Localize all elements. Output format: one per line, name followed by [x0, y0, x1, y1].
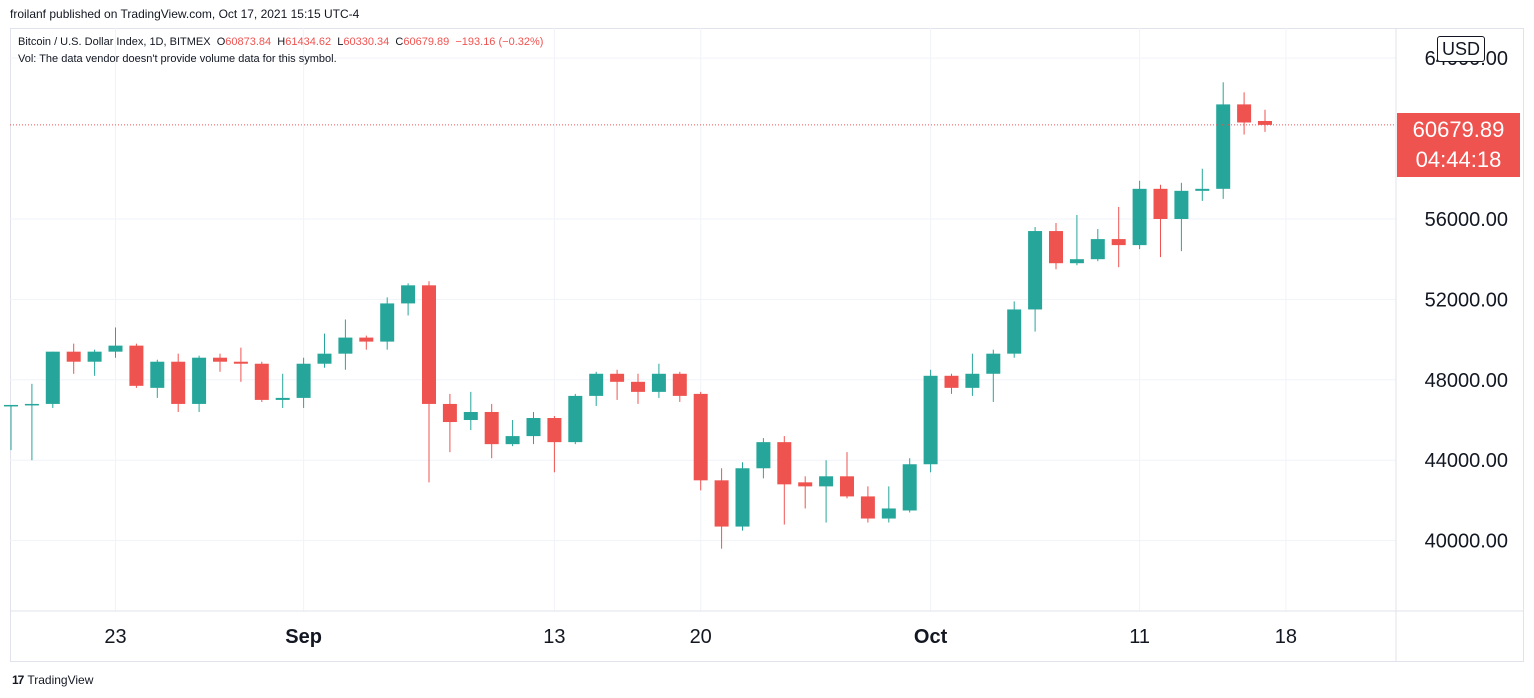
legend-symbol: Bitcoin / U.S. Dollar Index, 1D, BITMEX [18, 36, 211, 48]
candle-body [359, 337, 374, 342]
candle-body [651, 373, 666, 392]
candle-body [881, 508, 896, 519]
candle-body [777, 442, 792, 485]
candle-body [233, 361, 248, 364]
candle-body [568, 395, 583, 443]
candle-body [860, 496, 875, 519]
published-header: froilanf published on TradingView.com, O… [10, 7, 360, 21]
candle-body [1049, 231, 1063, 264]
candle-body [4, 404, 18, 407]
legend-close: 60679.89 [403, 36, 450, 48]
candle-body [380, 303, 395, 342]
candle-body [693, 393, 708, 481]
legend-high: 61434.62 [285, 36, 332, 48]
candle-body [317, 353, 332, 364]
candle-body [1258, 120, 1272, 125]
candle-body [589, 373, 604, 396]
y-tick-label: 48000.00 [1425, 370, 1508, 392]
legend-open-label: O [216, 36, 226, 48]
legend-low-label: L [337, 36, 344, 48]
candle-body [66, 351, 81, 362]
legend-close-label: C [395, 36, 404, 48]
candle-body [296, 363, 311, 398]
candle-body [108, 345, 123, 352]
y-tick-label: 56000.00 [1425, 209, 1508, 231]
candle-body [902, 464, 917, 511]
bar-countdown: 04:44:18 [1415, 147, 1502, 172]
x-tick-label: 23 [104, 626, 126, 648]
candle-body [819, 476, 834, 487]
candle-body [1132, 188, 1147, 246]
candle-body [944, 375, 959, 388]
x-tick-label: 20 [690, 626, 712, 648]
candle-body [484, 411, 499, 445]
candle-body [192, 357, 207, 404]
candle-body [965, 373, 980, 388]
candle-body [756, 442, 771, 469]
x-tick-label: Sep [285, 626, 322, 648]
x-tick-label: 13 [543, 626, 565, 648]
candle-body [798, 482, 813, 487]
y-tick-label: 40000.00 [1425, 531, 1508, 553]
candle-body [1090, 239, 1105, 260]
candle-body [87, 351, 102, 362]
candle-body [401, 285, 416, 304]
candle-body [422, 285, 436, 404]
candle-body [840, 476, 854, 497]
candle-body [1174, 190, 1189, 219]
axes: 40000.00 44000.00 48000.00 52000.00 56000.00… [10, 28, 1524, 662]
candle-body [631, 381, 645, 392]
candle-body [923, 375, 938, 465]
candle-body [1237, 104, 1252, 123]
candle-body [1028, 231, 1043, 310]
footer-brand-text: TradingView [27, 673, 94, 687]
currency-button[interactable]: USD [1437, 36, 1485, 62]
candle-body [735, 468, 750, 527]
footer-brand[interactable]: 17 TradingView [12, 673, 93, 687]
candle-body [672, 373, 687, 396]
legend-volume: Vol: The data vendor doesn't provide vol… [18, 53, 337, 65]
candle-body [213, 357, 227, 362]
last-price-tag: 60679.89 04:44:18 [1397, 113, 1520, 177]
candle-body [338, 337, 353, 354]
candle-body [505, 436, 520, 445]
candle-body [1069, 259, 1084, 264]
y-tick-label: 52000.00 [1425, 289, 1508, 311]
candle-body [547, 418, 562, 443]
legend-high-label: H [277, 36, 286, 48]
x-tick-label: 11 [1129, 626, 1150, 648]
candle-body [24, 403, 39, 406]
candle-body [1111, 239, 1126, 246]
candle-body [463, 411, 478, 421]
chart-legend: Bitcoin / U.S. Dollar Index, 1D, BITMEX … [18, 36, 543, 70]
candle-series [4, 82, 1272, 549]
legend-low: 60330.34 [343, 36, 390, 48]
candle-body [129, 345, 144, 386]
candle-body [442, 403, 457, 423]
chart-frame[interactable] [10, 28, 1524, 662]
candle-body [150, 361, 165, 388]
candle-body [171, 361, 186, 404]
candle-body [1007, 309, 1022, 354]
candle-body [1216, 104, 1231, 189]
candle-body [1195, 188, 1210, 191]
candle-body [45, 351, 60, 404]
tradingview-logo-icon: 17 [12, 673, 24, 687]
candle-body [986, 353, 1001, 374]
last-price-value: 60679.89 [1412, 117, 1505, 142]
candle-body [275, 397, 290, 400]
grid-lines [10, 28, 1396, 611]
candle-body [254, 363, 269, 400]
candle-body [526, 418, 541, 437]
legend-change: −193.16 (−0.32%) [455, 36, 544, 48]
y-tick-label: 44000.00 [1425, 450, 1508, 472]
candle-body [1153, 188, 1168, 219]
x-tick-label: 18 [1275, 626, 1297, 648]
legend-open: 60873.84 [225, 36, 272, 48]
x-tick-label: Oct [914, 626, 948, 648]
candle-body [714, 480, 729, 527]
candle-body [610, 373, 625, 382]
